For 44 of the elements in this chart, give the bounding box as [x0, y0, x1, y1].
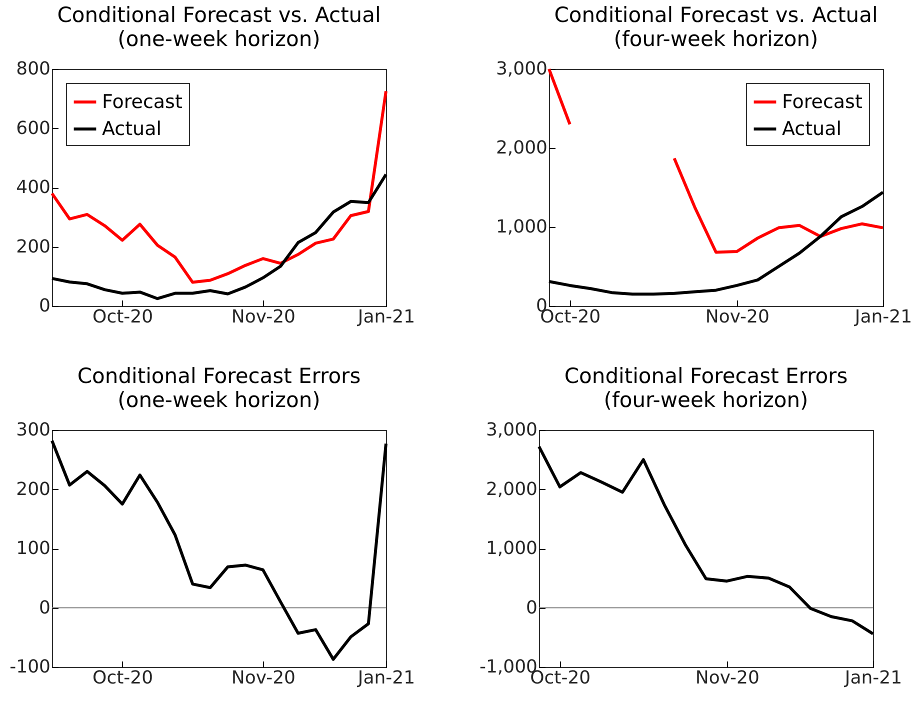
chart-subtitle: (one-week horizon): [118, 388, 320, 412]
chart-subtitle: (four-week horizon): [604, 388, 808, 412]
y-tick-label: 3,000: [486, 420, 538, 440]
x-tick-label: Nov-20: [231, 668, 296, 688]
y-tick-label: 2,000: [486, 478, 538, 500]
y-tick-label: 3,000: [496, 58, 548, 80]
line-series: [50, 439, 388, 661]
y-tick-label: 0: [39, 597, 50, 618]
y-tick-label: 1,000: [496, 216, 548, 238]
x-tick-label: Oct-20: [92, 668, 154, 688]
x-tick-label: Oct-20: [92, 306, 154, 328]
y-tick-label: 100: [16, 538, 50, 559]
y-tick-label: 0: [526, 597, 538, 618]
x-tick-label: Nov-20: [705, 306, 770, 328]
legend-label: Forecast: [782, 91, 862, 113]
x-tick-label: Nov-20: [695, 668, 760, 688]
x-tick-label: Jan-21: [854, 306, 912, 328]
x-tick-label: Jan-21: [356, 306, 416, 328]
chart-title: Conditional Forecast Errors: [77, 364, 361, 388]
legend-label: Actual: [102, 118, 162, 140]
chart-subtitle: (one-week horizon): [118, 27, 320, 51]
y-tick-label: 800: [16, 58, 50, 80]
chart-title: Conditional Forecast vs. Actual: [57, 3, 381, 27]
line-series: [538, 445, 874, 636]
y-tick-label: 200: [16, 478, 50, 500]
y-tick-label: 1,000: [486, 538, 538, 559]
chart-title: Conditional Forecast vs. Actual: [554, 3, 878, 27]
y-tick-label: 0: [39, 296, 50, 316]
y-tick-label: 200: [16, 236, 50, 258]
legend-label: Forecast: [102, 91, 182, 113]
y-tick-label: -100: [10, 656, 50, 678]
chart-subtitle: (four-week horizon): [614, 27, 818, 51]
x-tick-label: Jan-21: [844, 668, 902, 688]
line-series: [50, 90, 388, 284]
y-tick-label: 400: [16, 177, 50, 198]
x-tick-label: Jan-21: [356, 668, 416, 688]
y-tick-label: 600: [16, 118, 50, 139]
chart-title: Conditional Forecast Errors: [564, 364, 848, 388]
x-tick-label: Nov-20: [231, 306, 296, 328]
line-series: [50, 172, 388, 300]
y-tick-label: 300: [16, 420, 50, 440]
y-tick-label: 2,000: [496, 138, 548, 158]
legend-label: Actual: [782, 118, 842, 140]
line-series: [548, 190, 884, 296]
